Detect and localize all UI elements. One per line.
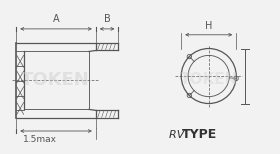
Text: A: A bbox=[53, 14, 59, 24]
Text: TYPE: TYPE bbox=[182, 128, 218, 141]
Text: H: H bbox=[205, 21, 213, 31]
Text: TOKEN: TOKEN bbox=[179, 72, 238, 87]
Text: 1.5max: 1.5max bbox=[23, 135, 57, 144]
Text: RV: RV bbox=[169, 130, 188, 140]
Text: B: B bbox=[104, 14, 111, 24]
Text: TOKEN: TOKEN bbox=[21, 71, 90, 89]
